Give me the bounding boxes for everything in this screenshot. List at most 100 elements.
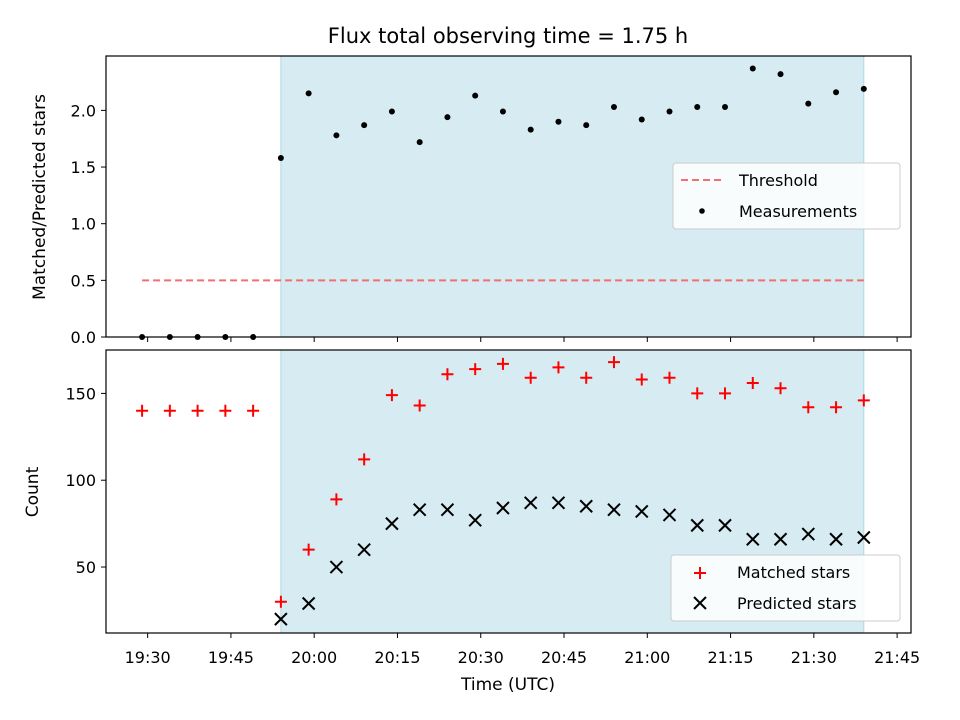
measurements-legend-swatch [699,208,705,214]
predicted-stars-point [385,516,399,531]
matched-stars-point [385,389,398,402]
predicted-legend-swatch [693,596,707,610]
bottom-y-tick-label: 100 [65,471,96,490]
matched-stars-point [469,363,482,376]
predicted-stars-point [523,496,538,510]
top-legend-label-0: Threshold [738,171,818,190]
measurement-point [472,92,479,99]
bottom-legend-box [670,554,901,622]
predicted-stars-point [801,527,816,541]
bottom-y-tick-label: 150 [65,384,96,403]
matched-stars-point [663,371,676,384]
measurement-point [388,108,395,115]
predicted-stars-point [579,499,593,513]
matched-stars-point [857,394,870,407]
predicted-stars-point [357,542,371,557]
predicted-stars-point [496,501,510,515]
matched-stars-point [441,368,454,381]
matched-stars-point [635,373,648,386]
measurement-point [444,114,451,121]
predicted-stars-point [468,513,482,527]
matched-stars-point [496,357,509,370]
predicted-stars-point [412,503,427,517]
bottom-y-tick-label: 50 [76,558,96,577]
bottom-y-ticks: 50 100 150 [65,384,106,577]
top-y-tick-label: 0.0 [71,328,96,347]
measurement-point [555,118,562,125]
top-legend-label-1: Measurements [739,202,857,221]
top-y-tick-label: 1.0 [71,215,96,234]
chart-title: Flux total observing time = 1.75 h [328,24,688,48]
measurement-point [777,71,784,78]
x-tick-label: 19:30 [125,648,171,667]
matched-stars-point [302,543,315,556]
bottom-points-layer [136,356,871,626]
measurement-point [416,139,423,146]
predicted-stars-point [635,504,649,519]
top-y-axis-label: Matched/Predicted stars [30,94,50,300]
predicted-stars-point [662,508,677,522]
measurement-point [666,108,673,115]
x-tick-label: 20:45 [541,648,587,667]
measurement-point [722,103,729,110]
matched-stars-point [607,356,620,369]
bottom-y-axis-label: Count [23,466,43,517]
top-y-tick-label: 1.5 [71,158,96,177]
bottom-legend-label-1: Predicted stars [737,594,857,613]
top-legend-box [672,162,901,230]
measurement-point [305,90,312,97]
measurement-point [499,108,506,115]
matched-stars-point [691,387,704,400]
bottom-legend: Matched stars Predicted stars [670,554,901,622]
predicted-stars-point [551,496,566,510]
top-plot-frame [105,55,912,338]
matched-stars-point [358,453,371,466]
top-x-ticks [147,337,898,342]
predicted-stars-point [718,518,732,533]
predicted-stars-point [274,612,288,626]
predicted-stars-point [301,596,316,611]
matched-stars-point [830,401,843,414]
measurement-point [361,122,368,129]
top-y-tick-label: 0.5 [71,271,96,290]
top-legend: Threshold Measurements [672,162,901,230]
bottom-legend-label-0: Matched stars [737,563,850,582]
matched-stars-point [413,399,426,412]
predicted-stars-point [690,518,704,533]
x-tick-label: 20:30 [458,648,504,667]
x-tick-label: 20:00 [291,648,337,667]
matched-stars-point [524,371,537,384]
predicted-stars-point [829,532,843,546]
top-y-ticks: 0.0 0.5 1.0 1.5 2.0 [71,101,106,347]
x-tick-label: 21:00 [624,648,670,667]
matched-stars-point [580,371,593,384]
x-axis-label: Time (UTC) [460,675,555,695]
measurement-point [333,132,340,139]
bottom-x-ticks: 19:30 19:45 20:00 20:15 20:30 20:45 21:00 21:15… [125,633,920,667]
measurement-point [833,89,840,96]
matched-stars-point [330,493,343,506]
matched-stars-point [191,404,204,417]
predicted-stars-point [857,530,871,545]
x-tick-label: 21:45 [874,648,920,667]
measurement-point [610,103,617,110]
measurement-point [277,154,284,161]
matched-stars-point [274,595,287,608]
matched-stars-point [219,404,232,417]
matched-stars-point [163,404,176,417]
x-tick-label: 19:45 [208,648,254,667]
matched-legend-swatch [694,567,706,579]
bottom-plot-frame [105,349,912,634]
predicted-stars-point [607,503,621,517]
measurement-point [860,85,867,92]
measurement-point [749,65,756,72]
measurement-point [527,126,534,133]
top-y-tick-label: 2.0 [71,101,96,120]
matched-stars-point [746,376,759,389]
predicted-stars-point [329,560,344,574]
x-tick-label: 21:15 [708,648,754,667]
matched-stars-point [802,401,815,414]
matched-stars-point [719,387,732,400]
matched-stars-point [552,361,565,374]
